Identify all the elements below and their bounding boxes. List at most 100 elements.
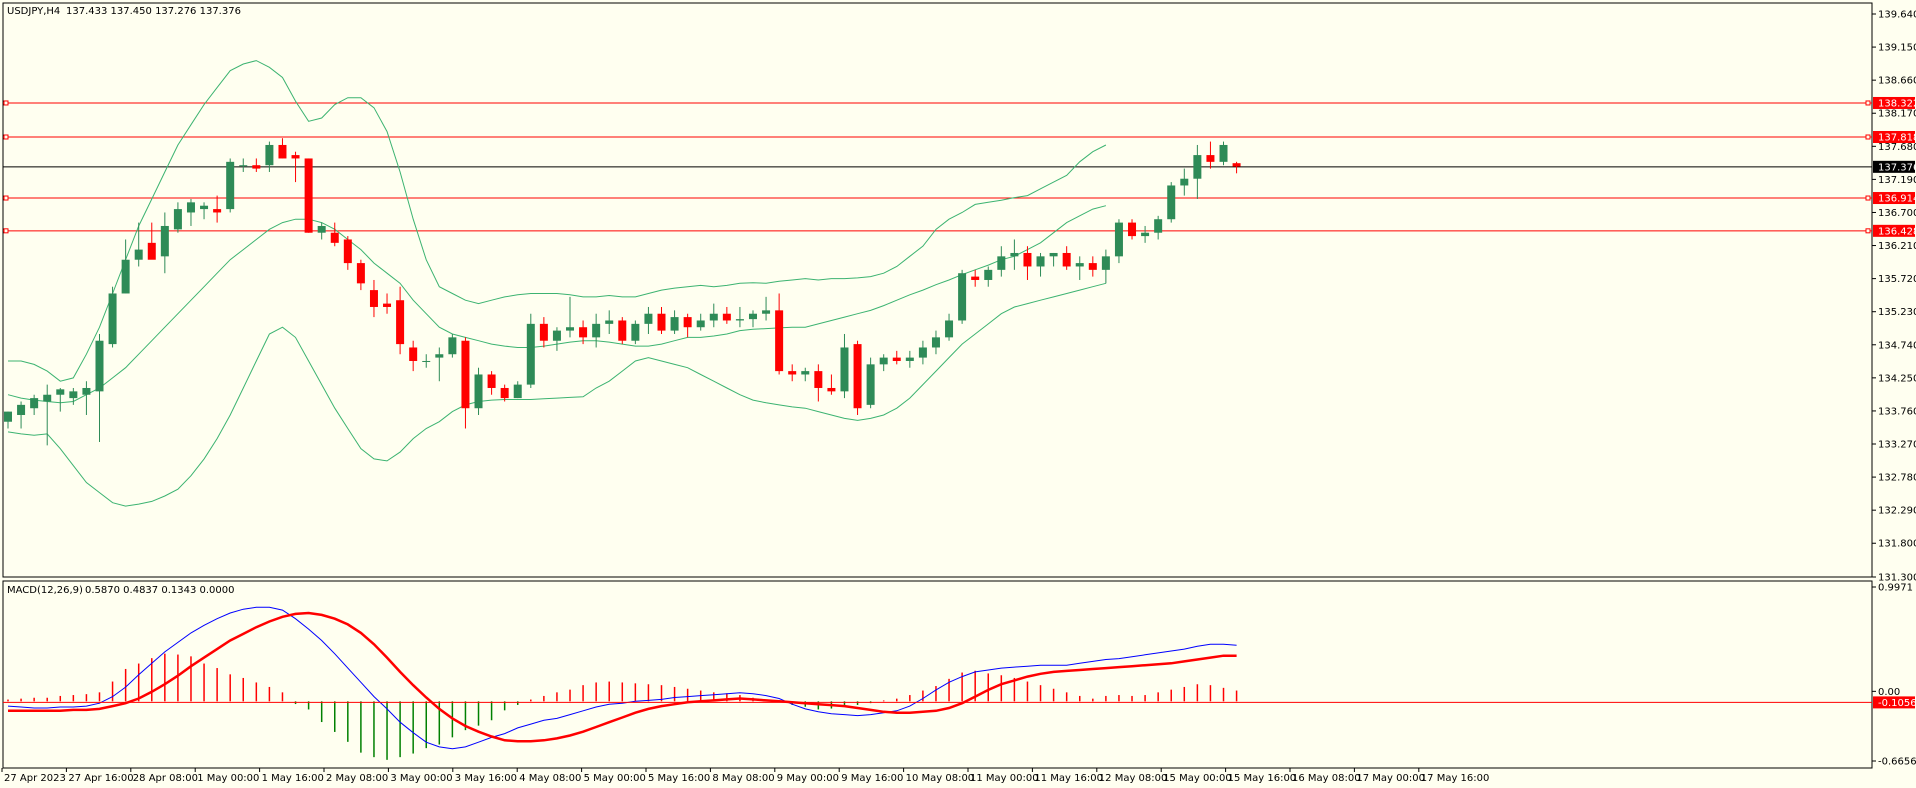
- candles[interactable]: [4, 138, 1241, 446]
- candle-body[interactable]: [30, 398, 39, 409]
- candle-body[interactable]: [448, 337, 457, 355]
- candle-body[interactable]: [931, 337, 940, 348]
- candle-body[interactable]: [1101, 256, 1110, 270]
- candle-body[interactable]: [356, 263, 365, 284]
- candle-body[interactable]: [552, 330, 561, 341]
- macd-pane[interactable]: 0.9971 0.00 -0.6656 -0.1056 MACD(12,26,9) 0…: [2, 580, 1916, 769]
- candle-body[interactable]: [1167, 185, 1176, 220]
- candle-body[interactable]: [1219, 144, 1228, 162]
- candle-body[interactable]: [1193, 155, 1202, 179]
- candle-body[interactable]: [579, 327, 588, 338]
- candle-body[interactable]: [343, 239, 352, 264]
- candle-body[interactable]: [330, 232, 339, 243]
- candle-body[interactable]: [683, 317, 692, 328]
- candle-body[interactable]: [971, 276, 980, 280]
- candle-body[interactable]: [226, 161, 235, 210]
- candle-body[interactable]: [1088, 263, 1097, 270]
- candle-body[interactable]: [945, 320, 954, 338]
- candle-body[interactable]: [1206, 155, 1215, 162]
- candle-body[interactable]: [1023, 252, 1032, 267]
- candle-body[interactable]: [513, 384, 522, 399]
- candle-body[interactable]: [147, 242, 156, 260]
- candle-body[interactable]: [840, 347, 849, 392]
- candle-body[interactable]: [304, 158, 313, 233]
- candle-body[interactable]: [56, 389, 65, 395]
- time-axis[interactable]: 27 Apr 2023 27 Apr 16:00 28 Apr 08:00 1 May…: [1, 768, 1489, 784]
- candle-body[interactable]: [605, 320, 614, 324]
- candle-body[interactable]: [775, 310, 784, 372]
- candle-body[interactable]: [631, 323, 640, 341]
- candle-body[interactable]: [984, 269, 993, 280]
- candle-body[interactable]: [160, 225, 169, 257]
- candle-body[interactable]: [239, 165, 248, 167]
- candle-body[interactable]: [866, 364, 875, 405]
- candle-body[interactable]: [788, 371, 797, 375]
- candle-body[interactable]: [108, 293, 117, 345]
- main-chart-pane[interactable]: 139.640 139.150 138.660 138.170 137.680 137.1…: [2, 2, 1916, 584]
- candle-body[interactable]: [474, 374, 483, 409]
- candle-body[interactable]: [748, 313, 757, 320]
- candle-body[interactable]: [892, 357, 901, 361]
- candle-body[interactable]: [69, 391, 78, 399]
- price-axis[interactable]: 139.640 139.150 138.660 138.170 137.680 137.1…: [1872, 10, 1916, 584]
- candle-body[interactable]: [291, 155, 300, 159]
- candle-body[interactable]: [958, 273, 967, 321]
- candle-body[interactable]: [696, 320, 705, 328]
- candle-body[interactable]: [95, 340, 104, 392]
- candle-body[interactable]: [762, 310, 771, 314]
- candle-body[interactable]: [1232, 163, 1241, 167]
- candle-body[interactable]: [265, 144, 274, 166]
- candle-body[interactable]: [43, 394, 52, 402]
- candle-body[interactable]: [1114, 222, 1123, 257]
- candle-body[interactable]: [827, 387, 836, 392]
- candle-body[interactable]: [801, 371, 810, 375]
- candle-body[interactable]: [1010, 252, 1019, 257]
- candle-body[interactable]: [1049, 252, 1058, 257]
- candle-body[interactable]: [500, 387, 509, 399]
- candle-body[interactable]: [369, 290, 378, 307]
- candle-body[interactable]: [422, 360, 431, 362]
- candle-body[interactable]: [4, 411, 12, 422]
- candle-body[interactable]: [1180, 178, 1189, 186]
- candle-body[interactable]: [487, 374, 496, 388]
- candle-body[interactable]: [709, 313, 718, 321]
- candle-body[interactable]: [644, 313, 653, 324]
- candle-body[interactable]: [566, 327, 575, 331]
- candle-body[interactable]: [213, 209, 222, 213]
- candle-body[interactable]: [1036, 256, 1045, 267]
- candle-body[interactable]: [173, 209, 182, 230]
- candle-body[interactable]: [200, 205, 209, 210]
- candle-body[interactable]: [461, 340, 470, 409]
- candle-body[interactable]: [879, 357, 888, 365]
- candle-body[interactable]: [814, 371, 823, 388]
- candle-body[interactable]: [186, 202, 195, 213]
- candle-body[interactable]: [278, 144, 287, 159]
- candle-body[interactable]: [396, 300, 405, 345]
- candle-body[interactable]: [657, 313, 666, 331]
- candle-body[interactable]: [1128, 222, 1137, 237]
- candle-body[interactable]: [735, 319, 744, 321]
- candle-body[interactable]: [1062, 252, 1071, 267]
- candle-body[interactable]: [317, 225, 326, 233]
- candle-body[interactable]: [997, 256, 1006, 270]
- candle-body[interactable]: [722, 313, 731, 321]
- candle-body[interactable]: [1141, 232, 1150, 237]
- macd-axis[interactable]: 0.9971 0.00 -0.6656 -0.1056: [3, 583, 1916, 768]
- candle-body[interactable]: [82, 387, 91, 395]
- candle-body[interactable]: [252, 165, 261, 169]
- candle-body[interactable]: [670, 317, 679, 331]
- candle-body[interactable]: [526, 323, 535, 385]
- candle-body[interactable]: [539, 323, 548, 341]
- candle-body[interactable]: [17, 404, 26, 415]
- candle-body[interactable]: [435, 354, 444, 358]
- candle-body[interactable]: [409, 347, 418, 361]
- candle-body[interactable]: [905, 357, 914, 361]
- candle-body[interactable]: [1154, 219, 1163, 233]
- candle-body[interactable]: [618, 320, 627, 341]
- candle-body[interactable]: [592, 323, 601, 338]
- candle-body[interactable]: [121, 259, 130, 294]
- candle-body[interactable]: [383, 303, 392, 307]
- candle-body[interactable]: [853, 344, 862, 409]
- candle-body[interactable]: [918, 347, 927, 358]
- candle-body[interactable]: [1075, 263, 1084, 267]
